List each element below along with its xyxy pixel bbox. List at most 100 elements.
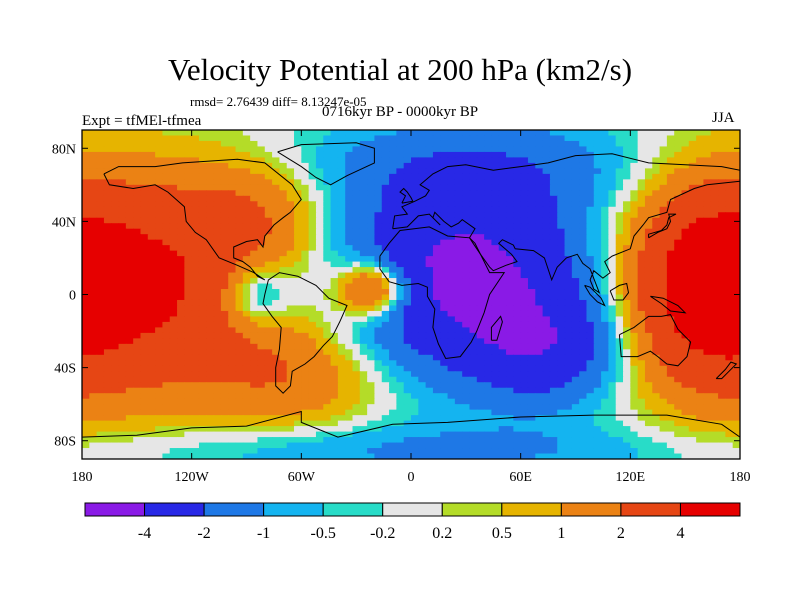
field-cell <box>681 299 690 307</box>
field-cell <box>506 343 514 350</box>
field-cell <box>272 190 280 197</box>
field-cell <box>301 256 310 263</box>
field-cell <box>579 179 588 186</box>
field-cell <box>432 426 441 433</box>
field-cell <box>367 140 376 148</box>
field-cell <box>257 305 266 312</box>
field-cell <box>162 157 171 164</box>
field-cell <box>491 387 500 394</box>
field-cell <box>103 212 112 219</box>
field-cell <box>118 206 127 213</box>
field-cell <box>696 130 705 137</box>
field-cell <box>623 201 631 208</box>
field-cell <box>206 354 215 361</box>
field-cell <box>425 398 434 405</box>
field-cell <box>279 206 288 213</box>
field-cell <box>367 354 376 361</box>
field-cell <box>228 272 237 279</box>
field-cell <box>359 332 368 339</box>
field-cell <box>623 206 631 213</box>
field-cell <box>82 250 90 257</box>
field-cell <box>418 151 427 159</box>
field-cell <box>264 415 273 422</box>
field-cell <box>601 426 609 433</box>
field-cell <box>206 338 215 345</box>
field-cell <box>191 338 200 345</box>
field-cell <box>191 206 200 213</box>
field-cell <box>162 217 171 224</box>
field-cell <box>118 168 127 175</box>
field-cell <box>615 151 624 159</box>
field-cell <box>579 190 588 197</box>
field-cell <box>206 343 215 350</box>
field-cell <box>155 256 164 263</box>
field-cell <box>513 272 522 279</box>
field-cell <box>103 146 112 153</box>
field-cell <box>491 376 500 383</box>
field-cell <box>688 212 697 219</box>
field-cell <box>213 168 222 175</box>
field-cell <box>411 234 419 241</box>
field-cell <box>681 245 690 252</box>
field-cell <box>294 327 302 334</box>
field-cell <box>432 234 441 241</box>
field-cell <box>330 393 339 400</box>
field-cell <box>491 299 500 307</box>
field-cell <box>235 343 244 350</box>
field-cell <box>454 173 463 180</box>
field-cell <box>681 179 690 186</box>
field-cell <box>264 426 273 433</box>
field-cell <box>213 420 222 427</box>
field-cell <box>330 278 339 285</box>
field-cell <box>674 151 683 159</box>
field-cell <box>89 376 98 383</box>
field-cell <box>345 190 354 197</box>
field-cell <box>118 245 127 252</box>
field-cell <box>242 201 251 208</box>
field-cell <box>374 393 383 400</box>
field-cell <box>425 250 434 257</box>
field-cell <box>228 184 237 191</box>
field-cell <box>447 294 456 301</box>
field-cell <box>133 140 142 148</box>
field-cell <box>476 184 485 191</box>
field-cell <box>601 371 609 378</box>
field-cell <box>447 305 456 312</box>
field-cell <box>652 415 661 422</box>
field-cell <box>389 354 397 361</box>
field-cell <box>476 387 485 394</box>
field-cell <box>301 283 310 290</box>
field-cell <box>498 162 507 169</box>
field-cell <box>615 217 624 224</box>
field-cell <box>257 272 266 279</box>
field-cell <box>155 130 164 137</box>
field-cell <box>527 327 536 334</box>
field-cell <box>630 387 639 394</box>
field-cell <box>191 294 200 301</box>
field-cell <box>498 360 507 367</box>
field-cell <box>418 409 427 416</box>
field-cell <box>549 387 558 394</box>
field-cell <box>425 272 434 279</box>
field-cell <box>257 212 266 219</box>
field-cell <box>286 289 295 296</box>
field-cell <box>601 157 609 164</box>
field-cell <box>593 376 602 383</box>
field-cell <box>374 206 383 213</box>
field-cell <box>571 245 580 252</box>
field-cell <box>177 130 185 137</box>
field-cell <box>637 234 646 241</box>
field-cell <box>155 332 164 339</box>
field-cell <box>103 272 112 279</box>
field-cell <box>140 420 149 427</box>
field-cell <box>198 371 207 378</box>
field-cell <box>564 162 573 169</box>
field-cell <box>418 387 427 394</box>
field-cell <box>579 360 588 367</box>
field-cell <box>184 310 193 318</box>
field-cell <box>513 184 522 191</box>
field-cell <box>206 267 215 274</box>
field-cell <box>242 195 251 202</box>
field-cell <box>696 173 705 180</box>
field-cell <box>440 184 449 191</box>
